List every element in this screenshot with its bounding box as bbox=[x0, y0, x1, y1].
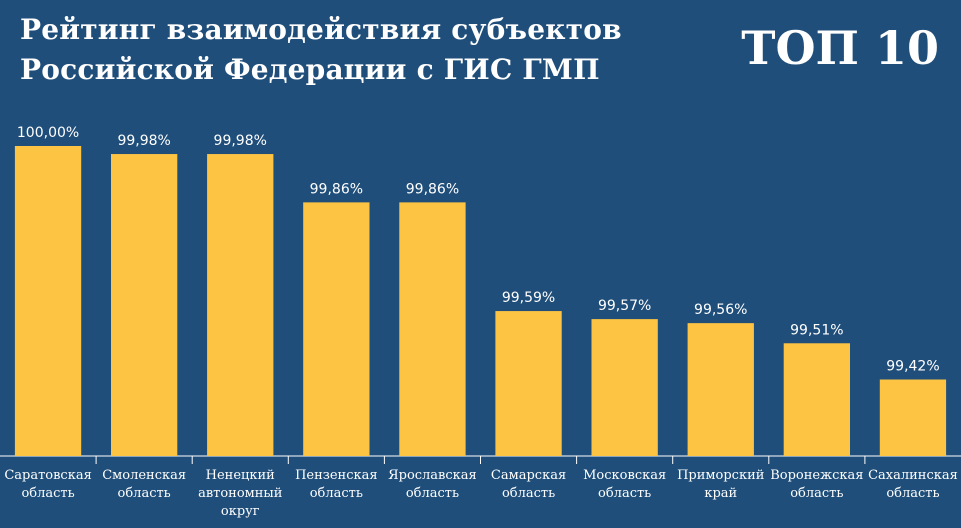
bar-value-label: 99,42% bbox=[886, 359, 939, 375]
category-label: Ярославская область bbox=[388, 468, 477, 501]
bar bbox=[687, 323, 754, 456]
chart-title: Рейтинг взаимодействия субъектов Российс… bbox=[20, 10, 660, 90]
category-label: Пензенская область bbox=[295, 468, 378, 501]
chart-title-line-2: Российской Федерации с ГИС ГМП bbox=[20, 53, 600, 86]
category-label: Воронежская область bbox=[770, 468, 863, 501]
bar-value-label: 100,00% bbox=[17, 125, 79, 141]
bar bbox=[207, 154, 274, 456]
category-label: Саратовская область bbox=[4, 468, 91, 501]
bar bbox=[879, 379, 947, 456]
bar-value-label: 99,51% bbox=[790, 322, 843, 338]
bar-value-label: 99,56% bbox=[694, 302, 747, 318]
category-label: Самарская область bbox=[491, 468, 566, 501]
bar-value-label: 99,59% bbox=[502, 290, 555, 306]
bar-value-label: 99,86% bbox=[406, 181, 459, 197]
bar bbox=[303, 202, 370, 456]
category-label: Московская область bbox=[583, 468, 666, 501]
bar-value-label: 99,98% bbox=[214, 133, 267, 149]
category-label: Смоленская область bbox=[102, 468, 186, 501]
bar bbox=[591, 319, 658, 456]
bar bbox=[783, 343, 851, 456]
category-label: Ненецкий автономный округ bbox=[198, 468, 282, 519]
bar bbox=[14, 146, 82, 456]
bar-value-label: 99,98% bbox=[117, 133, 170, 149]
top-10-badge: ТОП 10 bbox=[741, 21, 939, 75]
bar bbox=[399, 202, 466, 456]
category-label: Сахалинская область bbox=[868, 468, 958, 501]
chart-title-line-1: Рейтинг взаимодействия субъектов bbox=[20, 13, 622, 46]
bar bbox=[110, 154, 178, 456]
bar bbox=[495, 311, 562, 456]
bar-value-label: 99,57% bbox=[598, 298, 651, 314]
bar-value-label: 99,86% bbox=[310, 181, 363, 197]
category-label: Приморский край bbox=[677, 468, 764, 501]
